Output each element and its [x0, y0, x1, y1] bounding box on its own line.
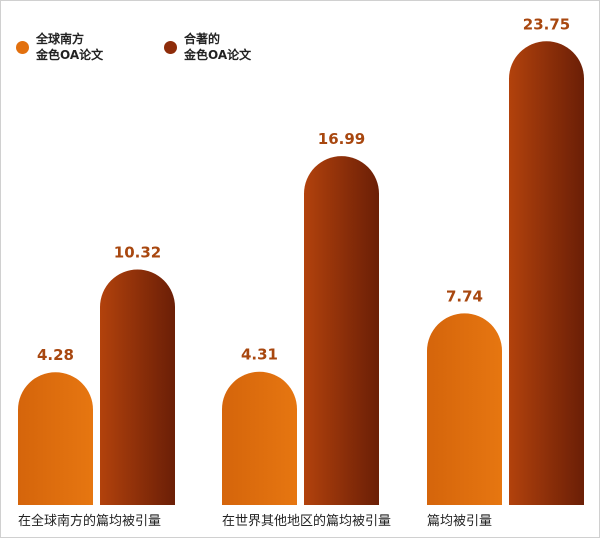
legend-swatch	[164, 40, 177, 54]
value-label: 7.74	[446, 287, 483, 305]
x-tick-label: 在世界其他地区的篇均被引量	[222, 513, 391, 529]
x-tick-label: 在全球南方的篇均被引量	[18, 513, 161, 529]
value-label: 4.28	[37, 346, 74, 364]
legend-item: 合著的 金色OA论文	[164, 31, 251, 63]
legend-swatch	[16, 40, 29, 54]
bar	[427, 313, 502, 505]
value-label: 4.31	[241, 346, 278, 364]
legend-label: 全球南方 金色OA论文	[36, 32, 104, 62]
value-label: 10.32	[114, 244, 161, 262]
x-tick-label: 篇均被引量	[427, 514, 492, 529]
bar	[509, 41, 584, 506]
legend-item: 全球南方 金色OA论文	[16, 31, 103, 63]
bar	[100, 269, 175, 505]
value-label: 23.75	[523, 15, 570, 33]
bar	[222, 371, 297, 505]
legend-label: 合著的 金色OA论文	[184, 32, 252, 62]
value-label: 16.99	[318, 130, 365, 148]
bar	[18, 372, 93, 505]
bar	[304, 156, 379, 505]
